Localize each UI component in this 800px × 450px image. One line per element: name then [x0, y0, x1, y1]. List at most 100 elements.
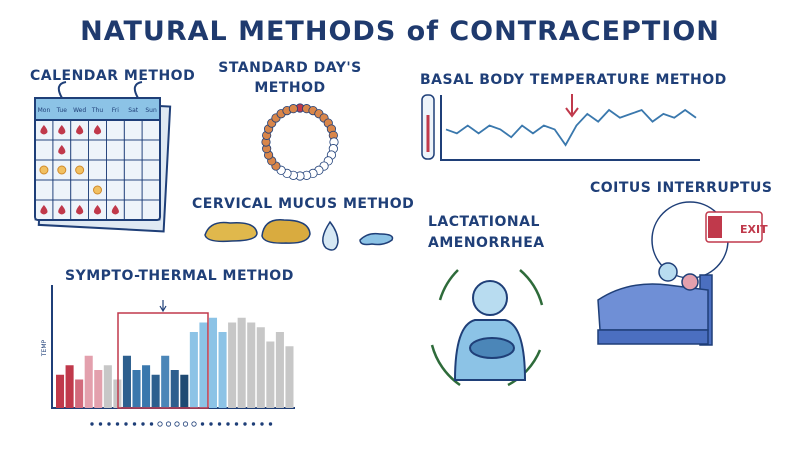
bbt-line [445, 108, 697, 147]
weekday-label: Sun [145, 107, 157, 114]
temp-bar [285, 346, 294, 408]
temp-bar [170, 370, 179, 408]
mucus-dot [98, 422, 103, 426]
mucus-creamy [261, 219, 311, 244]
cycle-arrow [519, 269, 544, 306]
weekday-label: Fri [112, 107, 119, 114]
temp-bar [75, 379, 84, 408]
temp-bar [132, 370, 141, 408]
period-drop [58, 125, 66, 135]
mucus-dot [209, 422, 213, 426]
bbt-label: BASAL BODY TEMPERATURE METHOD [420, 72, 727, 88]
mucus-dot [174, 421, 180, 427]
temp-bar [94, 370, 103, 408]
temp-bar [161, 355, 170, 408]
st-arrow [159, 300, 167, 313]
mucus-dot [141, 422, 145, 426]
mucus-dot [107, 422, 111, 426]
sympto-thermal-label: SYMPTO-THERMAL METHOD [65, 268, 294, 284]
mucus-dot [149, 422, 154, 426]
baby [469, 337, 515, 359]
period-drop [93, 205, 102, 215]
st-bars [56, 317, 294, 408]
lactational-label: LACTATIONAL [428, 214, 540, 230]
calendar-cell [141, 199, 161, 221]
cycle-beads [261, 103, 339, 181]
mucus-dot [115, 422, 120, 426]
mucus-icons [204, 219, 394, 251]
bbt-axes [440, 95, 700, 161]
mucus-dot [234, 422, 239, 426]
mother-head [472, 280, 508, 316]
fertile-day [75, 165, 85, 175]
cycle-arrow [507, 349, 542, 387]
temp-bar [84, 355, 93, 408]
period-drop [58, 145, 66, 155]
period-drop [111, 205, 119, 215]
bbt-chart [421, 94, 700, 161]
cervical-mucus-label: CERVICAL MUCUS METHOD [192, 196, 414, 212]
calendar-grid: Mon Tue Wed Thu Fri Sat Sun [34, 107, 161, 221]
temp-bar [218, 332, 227, 408]
mucus-puddle [359, 232, 394, 246]
temp-bar [208, 317, 218, 408]
standard-days-label: METHOD [254, 80, 325, 96]
temp-axis-label: TEMP [41, 340, 48, 358]
blanket [597, 283, 709, 331]
mucus-dot [90, 422, 94, 426]
exit-text: EXIT [740, 223, 768, 236]
mucus-dot [191, 421, 197, 427]
mucus-dot [226, 422, 230, 426]
mucus-dot [165, 421, 172, 427]
period-drop [76, 125, 84, 135]
period-drop [93, 125, 102, 135]
period-drop [40, 205, 48, 215]
ovulation-arrow [565, 94, 579, 118]
fertile-day [57, 165, 67, 175]
weekday-label: Mon [38, 107, 51, 114]
mucus-dot [124, 422, 128, 426]
temp-bar [65, 365, 74, 408]
weekday-label: Tue [56, 107, 68, 114]
calendar-label: CALENDAR METHOD [30, 68, 195, 84]
mucus-dot [260, 422, 264, 426]
period-drop [40, 125, 48, 135]
calendar-rings [57, 81, 143, 99]
temp-bar [56, 374, 65, 408]
temp-bar [180, 374, 189, 408]
period-drop [58, 205, 66, 215]
mucus-thick [204, 221, 258, 243]
sympto-thermal-chart [51, 285, 295, 427]
standard-days-label: STANDARD DAY'S [218, 60, 361, 76]
lactational-label: AMENORRHEA [428, 235, 545, 251]
temp-bar [151, 374, 160, 408]
mucus-dot [200, 422, 205, 426]
coitus-label: COITUS INTERRUPTUS [590, 180, 773, 196]
mucus-drop [322, 220, 339, 251]
weekday-label: Sat [128, 107, 138, 114]
cycle-arrow [438, 269, 459, 301]
temp-bar [228, 322, 237, 408]
mucus-dots [90, 421, 273, 427]
mucus-dot [243, 422, 247, 426]
fertile-day [39, 165, 49, 175]
mucus-dot [268, 422, 273, 426]
temp-bar [103, 365, 112, 408]
cycle-arrow [430, 344, 461, 387]
person-head [658, 262, 678, 282]
temp-bar [199, 322, 208, 408]
period-drop [76, 205, 84, 215]
mucus-dot [251, 422, 256, 426]
temp-bar [275, 332, 284, 408]
temp-bar [142, 365, 151, 408]
weekday-label: Thu [91, 107, 103, 114]
temp-bar [237, 317, 246, 408]
title: NATURAL METHODS of CONTRACEPTION [80, 16, 720, 47]
weekday-label: Wed [73, 107, 86, 114]
person-head [681, 273, 699, 291]
bead [288, 104, 298, 114]
mucus-dot [157, 421, 163, 427]
mucus-dot [132, 422, 137, 426]
calendar-icon: Mon Tue Wed Thu Fri Sat Sun [34, 81, 172, 233]
